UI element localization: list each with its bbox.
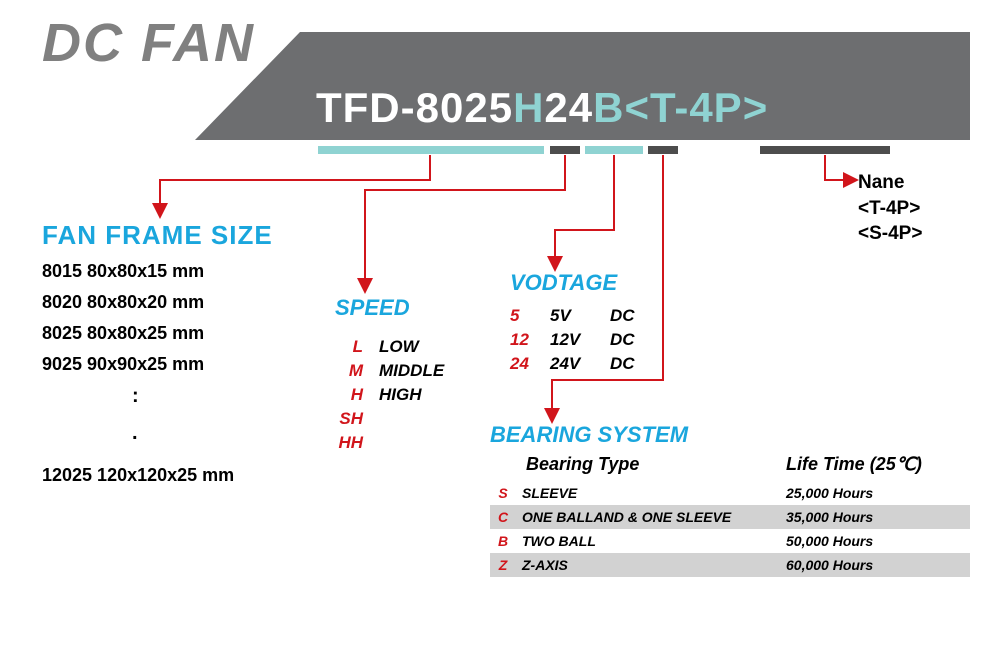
- voltage-heading: VODTAGE: [510, 270, 645, 296]
- options-heading: Nane: [858, 170, 922, 196]
- pn-seg-5: <T-4P>: [624, 84, 768, 131]
- speed-code: M: [335, 359, 379, 383]
- voltage-type: DC: [610, 304, 645, 328]
- speed-code: SH: [335, 407, 379, 431]
- voltage-value: 24V: [550, 352, 610, 376]
- bearing-code: Z: [490, 553, 516, 577]
- underline-2: [585, 146, 643, 154]
- part-number: TFD-8025H24B<T-4P>: [316, 84, 768, 132]
- voltage-type: DC: [610, 328, 645, 352]
- frame-ellipsis: .: [42, 422, 273, 445]
- voltage-row: 2424VDC: [510, 352, 645, 376]
- options-section: Nane <T-4P> <S-4P>: [858, 170, 922, 247]
- pn-seg-4: B: [593, 84, 624, 131]
- frame-size-section: FAN FRAME SIZE 8015 80x80x15 mm 8020 80x8…: [42, 220, 273, 486]
- speed-label: [379, 407, 454, 431]
- frame-size-heading: FAN FRAME SIZE: [42, 220, 273, 251]
- options-line-0: <T-4P>: [858, 196, 922, 222]
- bearing-code: B: [490, 529, 516, 553]
- voltage-section: VODTAGE 55VDC1212VDC2424VDC: [510, 270, 645, 376]
- bearing-life: 35,000 Hours: [780, 505, 970, 529]
- bearing-row: BTWO BALL50,000 Hours: [490, 529, 970, 553]
- pn-seg-2: H: [513, 84, 544, 131]
- bearing-type: SLEEVE: [516, 481, 780, 505]
- options-line-1: <S-4P>: [858, 221, 922, 247]
- voltage-code: 5: [510, 304, 550, 328]
- speed-label: HIGH: [379, 383, 454, 407]
- speed-row: MMIDDLE: [335, 359, 454, 383]
- frame-row: 8025 80x80x25 mm: [42, 323, 273, 344]
- speed-label: LOW: [379, 335, 454, 359]
- bearing-life: 50,000 Hours: [780, 529, 970, 553]
- voltage-row: 1212VDC: [510, 328, 645, 352]
- frame-row: 12025 120x120x25 mm: [42, 465, 273, 486]
- speed-row: SH: [335, 407, 454, 431]
- bearing-section: BEARING SYSTEM Bearing Type Life Time (2…: [490, 422, 970, 577]
- voltage-code: 12: [510, 328, 550, 352]
- speed-code: HH: [335, 431, 379, 455]
- underline-4: [760, 146, 890, 154]
- speed-section: SPEED LLOWMMIDDLEHHIGHSHHH: [335, 295, 454, 455]
- bearing-code: C: [490, 505, 516, 529]
- voltage-type: DC: [610, 352, 645, 376]
- pn-seg-3: 24: [544, 84, 593, 131]
- voltage-row: 55VDC: [510, 304, 645, 328]
- underline-0: [318, 146, 544, 154]
- bearing-row: SSLEEVE25,000 Hours: [490, 481, 970, 505]
- bearing-type: TWO BALL: [516, 529, 780, 553]
- bearing-col-life: Life Time (25℃): [786, 454, 922, 475]
- voltage-value: 12V: [550, 328, 610, 352]
- frame-ellipsis: :: [42, 385, 273, 408]
- pn-seg-1: TFD-8025: [316, 84, 513, 131]
- speed-label: MIDDLE: [379, 359, 454, 383]
- speed-row: HH: [335, 431, 454, 455]
- underline-3: [648, 146, 678, 154]
- frame-row: 8020 80x80x20 mm: [42, 292, 273, 313]
- diagram-root: DC FAN TFD-8025H24B<T-4P> FAN FRAME SIZE…: [0, 0, 1000, 672]
- voltage-value: 5V: [550, 304, 610, 328]
- frame-row: 8015 80x80x15 mm: [42, 261, 273, 282]
- bearing-row: ZZ-AXIS60,000 Hours: [490, 553, 970, 577]
- bearing-col-type: Bearing Type: [526, 454, 786, 475]
- bearing-life: 60,000 Hours: [780, 553, 970, 577]
- speed-row: HHIGH: [335, 383, 454, 407]
- underline-1: [550, 146, 580, 154]
- bearing-life: 25,000 Hours: [780, 481, 970, 505]
- bearing-type: Z-AXIS: [516, 553, 780, 577]
- speed-heading: SPEED: [335, 295, 454, 321]
- bearing-heading: BEARING SYSTEM: [490, 422, 970, 448]
- speed-code: H: [335, 383, 379, 407]
- voltage-code: 24: [510, 352, 550, 376]
- speed-label: [379, 431, 454, 455]
- bearing-code: S: [490, 481, 516, 505]
- bearing-type: ONE BALLAND & ONE SLEEVE: [516, 505, 780, 529]
- bearing-row: CONE BALLAND & ONE SLEEVE35,000 Hours: [490, 505, 970, 529]
- frame-row: 9025 90x90x25 mm: [42, 354, 273, 375]
- speed-code: L: [335, 335, 379, 359]
- speed-row: LLOW: [335, 335, 454, 359]
